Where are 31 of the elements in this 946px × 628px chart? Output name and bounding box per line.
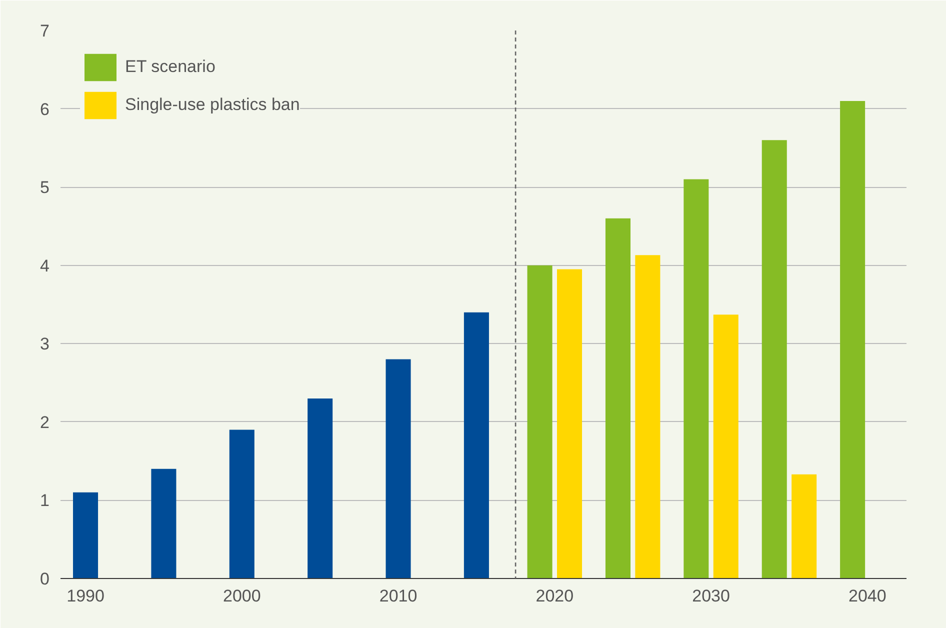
bar [229, 430, 254, 578]
x-tick-label: 2010 [379, 586, 418, 606]
x-tick-label: 2040 [848, 586, 886, 606]
bar [713, 314, 738, 578]
y-tick-label: 5 [40, 178, 50, 198]
bar [151, 468, 176, 578]
x-tick-label: 2020 [536, 586, 574, 606]
legend-label: ET scenario [125, 57, 216, 77]
bar [605, 218, 630, 578]
bar [73, 492, 98, 578]
y-tick-label: 1 [40, 491, 50, 510]
bar [762, 140, 787, 578]
bar [556, 269, 582, 578]
bar [464, 312, 489, 578]
y-tick-label: 6 [40, 100, 50, 119]
bar [635, 255, 660, 578]
y-tick-label: 4 [40, 256, 50, 276]
bar [792, 474, 817, 578]
y-tick-label: 7 [40, 22, 50, 40]
x-tick-label: 2030 [692, 586, 730, 606]
bar [840, 100, 866, 578]
bar [684, 179, 709, 578]
x-tick-label: 2000 [222, 586, 261, 606]
bar [386, 359, 411, 578]
y-tick-label: 3 [40, 334, 50, 354]
bar [308, 398, 333, 578]
y-tick-label: 0 [40, 570, 50, 588]
x-tick-label: 1990 [66, 586, 104, 606]
bar [527, 265, 552, 578]
legend-label: Single-use plastics ban [125, 95, 300, 115]
y-tick-label: 2 [40, 412, 50, 432]
